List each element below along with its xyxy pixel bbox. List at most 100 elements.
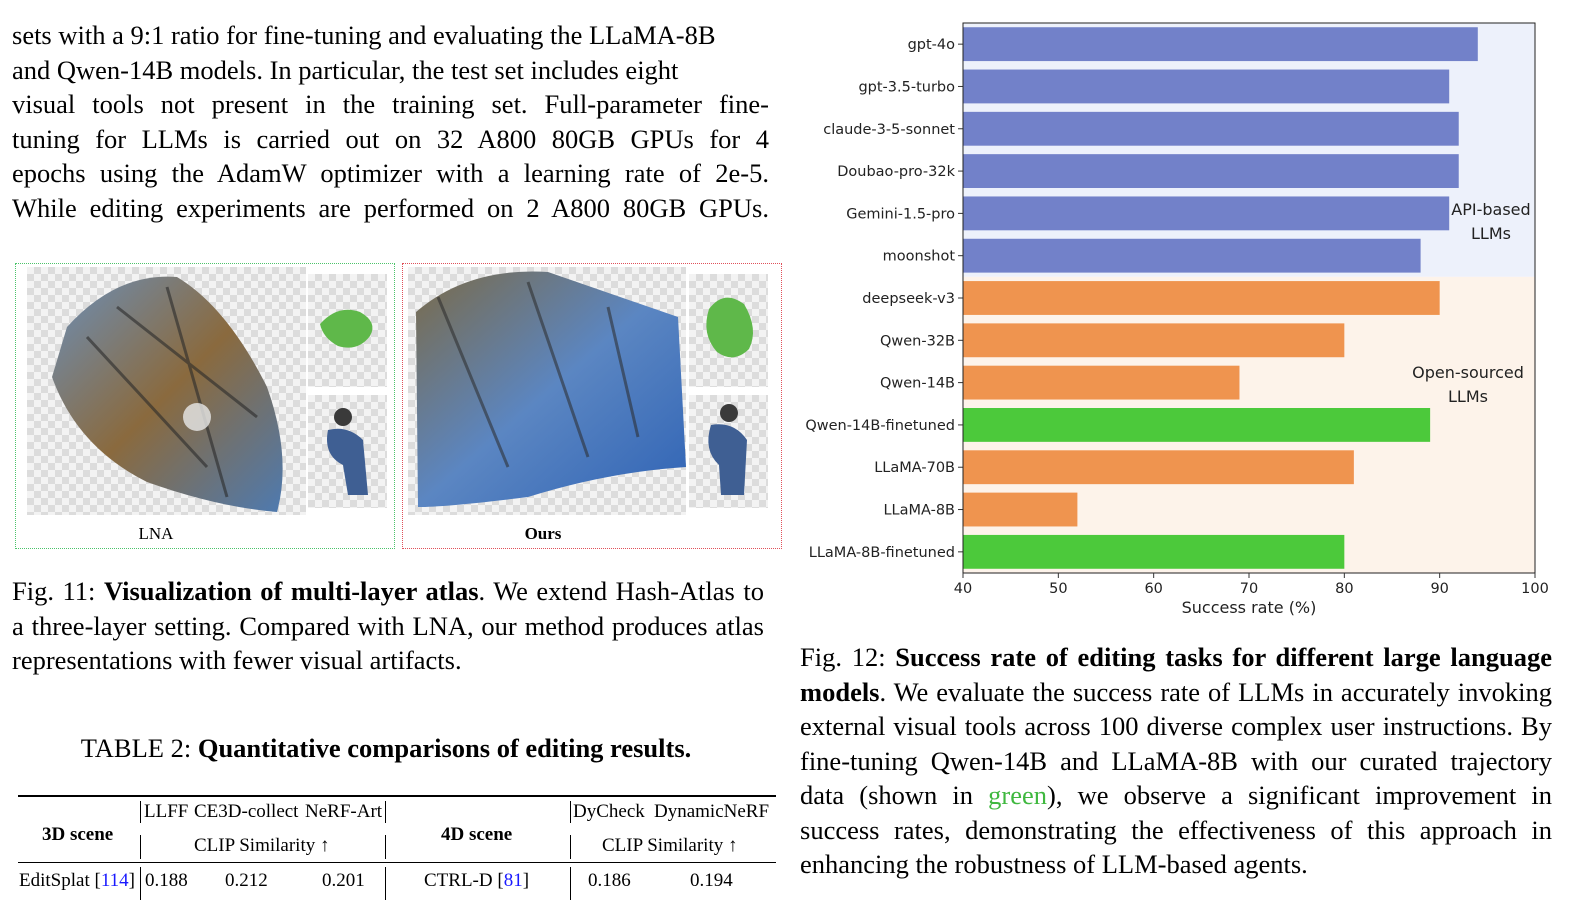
table-2-prefix: TABLE 2:	[80, 733, 198, 763]
header-dataset-llff: LLFF	[144, 801, 189, 822]
ours-layer-1	[689, 274, 768, 387]
citation-link[interactable]: 81	[503, 870, 523, 891]
y-tick-label: Gemini-1.5-pro	[846, 206, 955, 222]
x-tick-label: 40	[954, 581, 972, 597]
fig12-caption-part1: . We evaluate the success rate of LLMs i…	[800, 676, 1552, 811]
table-divider	[385, 801, 386, 823]
table-divider	[140, 801, 141, 823]
y-tick-label: gpt-4o	[908, 37, 956, 53]
x-tick-label: 70	[1240, 581, 1258, 597]
annotation-api-line2: LLMs	[1471, 224, 1511, 243]
intro-line: and Qwen-14B models. In particular, the …	[12, 54, 679, 85]
x-tick-label: 100	[1521, 581, 1549, 597]
header-dataset-dycheck: DyCheck	[573, 801, 645, 822]
x-tick-label: 60	[1144, 581, 1162, 597]
table-cell: 0.188	[145, 870, 188, 891]
y-tick-label: LLaMA-8B-finetuned	[809, 545, 955, 561]
table-cell: 0.186	[588, 870, 631, 891]
bar-gpt-3.5-turbo	[963, 69, 1450, 104]
intro-line: sets with a 9:1 ratio for fine-tuning an…	[12, 20, 716, 50]
header-dataset-nerfart: NeRF-Art	[305, 801, 383, 822]
method-name: EditSplat	[19, 870, 90, 891]
ours-atlas-background	[408, 267, 686, 515]
table-top-rule	[18, 795, 776, 797]
method-name: CTRL-D	[424, 870, 493, 891]
header-3d-metric: CLIP Similarity ↑	[194, 835, 330, 856]
annotation-open-line2: LLMs	[1448, 387, 1488, 406]
figure-12-chart: gpt-4o gpt-3.5-turbo claude-3-5-sonnet Doub…	[790, 15, 1550, 625]
bar-Gemini-1.5-pro	[963, 196, 1450, 231]
ours-layer-2	[689, 395, 768, 508]
intro-line: tuning for LLMs is carried out on 32 A80…	[12, 123, 769, 154]
header-3d-scene: 3D scene	[42, 824, 114, 845]
figure-12-caption: Fig. 12: Success rate of editing tasks f…	[800, 640, 1552, 882]
table-header-rule	[18, 862, 776, 863]
bar-claude-3-5-sonnet	[963, 111, 1459, 146]
y-tick-label: moonshot	[883, 249, 956, 265]
y-tick-label: LLaMA-70B	[874, 460, 955, 476]
fig12-caption-title: Success rate of editing tasks for differ…	[800, 642, 1552, 707]
y-tick-label: deepseek-v3	[862, 291, 955, 307]
table-2: 3D scene LLFF CE3D-collect NeRF-Art CLIP…	[18, 795, 776, 900]
fig12-caption-green: green	[988, 780, 1047, 810]
table-divider	[570, 801, 571, 823]
fig11-caption-prefix: Fig. 11:	[12, 576, 104, 606]
lna-atlas-image	[52, 276, 283, 512]
table-divider	[385, 835, 386, 859]
y-tick-label: gpt-3.5-turbo	[858, 79, 955, 95]
annotation-api-line1: API-based	[1451, 200, 1530, 219]
table-divider	[140, 867, 141, 900]
bar-Qwen-14B	[963, 365, 1240, 400]
citation-link[interactable]: 114	[100, 870, 129, 891]
api-region-background	[963, 23, 1535, 277]
table-divider	[570, 867, 571, 900]
figure-11-caption: Fig. 11: Visualization of multi-layer at…	[12, 574, 764, 678]
bar-moonshot	[963, 238, 1421, 273]
y-tick-label: Qwen-14B-finetuned	[805, 418, 955, 434]
intro-line: epochs using the AdamW optimizer with a …	[12, 158, 769, 188]
table-2-title: TABLE 2: Quantitative comparisons of edi…	[16, 733, 756, 764]
y-tick-label: Qwen-14B	[880, 376, 955, 392]
x-tick-label: 80	[1335, 581, 1353, 597]
y-tick-label: claude-3-5-sonnet	[823, 122, 955, 138]
y-tick-label: Qwen-32B	[880, 333, 955, 349]
header-4d-scene: 4D scene	[441, 824, 513, 845]
table-divider	[385, 867, 386, 900]
bar-LLaMA-70B	[963, 450, 1354, 485]
table-divider	[140, 835, 141, 859]
success-rate-bar-chart: gpt-4o gpt-3.5-turbo claude-3-5-sonnet Doub…	[805, 22, 1549, 617]
bar-gpt-4o	[963, 27, 1478, 62]
x-axis-title: Success rate (%)	[1182, 598, 1317, 617]
table-cell: 0.212	[225, 870, 268, 891]
table-cell: 0.194	[690, 870, 733, 891]
figure-11-lna-panel: LNA	[15, 263, 395, 549]
table-row-method-3d: EditSplat [114]	[19, 870, 135, 891]
fig12-caption-prefix: Fig. 12:	[800, 642, 896, 672]
intro-line: While editing experiments are performed …	[12, 192, 769, 223]
bar-Doubao-pro-32k	[963, 154, 1459, 188]
lna-atlas-background	[27, 267, 306, 515]
fig12-caption-part2: ), we observe a significant improvement …	[800, 780, 1553, 879]
intro-line: visual tools not present in the training…	[12, 89, 769, 119]
header-dataset-dynamicnerf: DynamicNeRF	[654, 801, 770, 822]
panel-label-lna: LNA	[138, 524, 174, 543]
bar-Qwen-14B-finetuned	[963, 408, 1431, 442]
figure-11-ours-panel: Ours	[402, 263, 782, 549]
annotation-open-line1: Open-sourced	[1412, 363, 1524, 382]
table-divider	[570, 835, 571, 859]
table-2-title-bold: Quantitative comparisons of editing resu…	[197, 733, 692, 763]
table-row-method-4d: CTRL-D [81]	[424, 870, 530, 891]
y-tick-label: LLaMA-8B	[883, 503, 955, 519]
bar-Qwen-32B	[963, 323, 1345, 358]
panel-label-ours: Ours	[524, 524, 562, 543]
fig11-caption-title: Visualization of multi-layer atlas	[103, 576, 479, 606]
y-tick-label: Doubao-pro-32k	[837, 164, 955, 180]
table-cell: 0.201	[322, 870, 365, 891]
header-dataset-ce3d: CE3D-collect	[194, 801, 299, 822]
lna-layer-2	[308, 395, 387, 508]
intro-paragraph: sets with a 9:1 ratio for fine-tuning an…	[12, 18, 769, 225]
lna-layer-1	[308, 274, 387, 387]
bar-deepseek-v3	[963, 281, 1440, 315]
x-tick-label: 50	[1049, 581, 1067, 597]
bar-LLaMA-8B-finetuned	[963, 534, 1345, 569]
